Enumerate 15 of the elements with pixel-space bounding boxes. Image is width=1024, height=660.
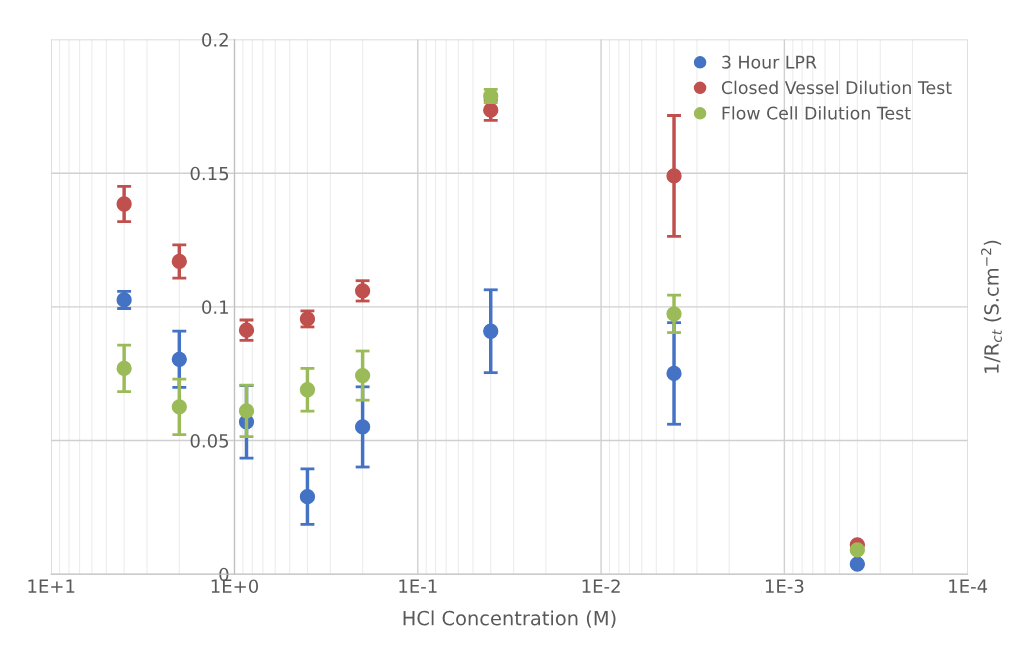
x-tick-label: 1E-3 <box>765 579 804 594</box>
x-axis-title: HCl Concentration (M) <box>403 610 616 628</box>
x-tick-label: 1E-1 <box>399 579 437 593</box>
legend-label: Closed Vessel Dilution Test <box>721 80 952 95</box>
y-axis-title: 1/R$_{ct}$ (S.cm$^{−2}$) <box>981 240 1002 373</box>
y-tick-label: 0.2 <box>202 33 228 47</box>
x-tick-label: 1E-2 <box>582 579 620 593</box>
y-tick-label: 0.15 <box>190 166 229 181</box>
x-tick-label: 1E+1 <box>28 579 75 593</box>
y-tick-label: 0.1 <box>202 300 228 315</box>
x-tick-label: 1E+0 <box>211 579 259 594</box>
x-tick-label: 1E-4 <box>949 579 988 593</box>
legend-label: 3 Hour LPR <box>722 55 817 69</box>
y-tick-label: 0.05 <box>190 434 229 448</box>
legend-label: Flow Cell Dilution Test <box>722 106 911 120</box>
